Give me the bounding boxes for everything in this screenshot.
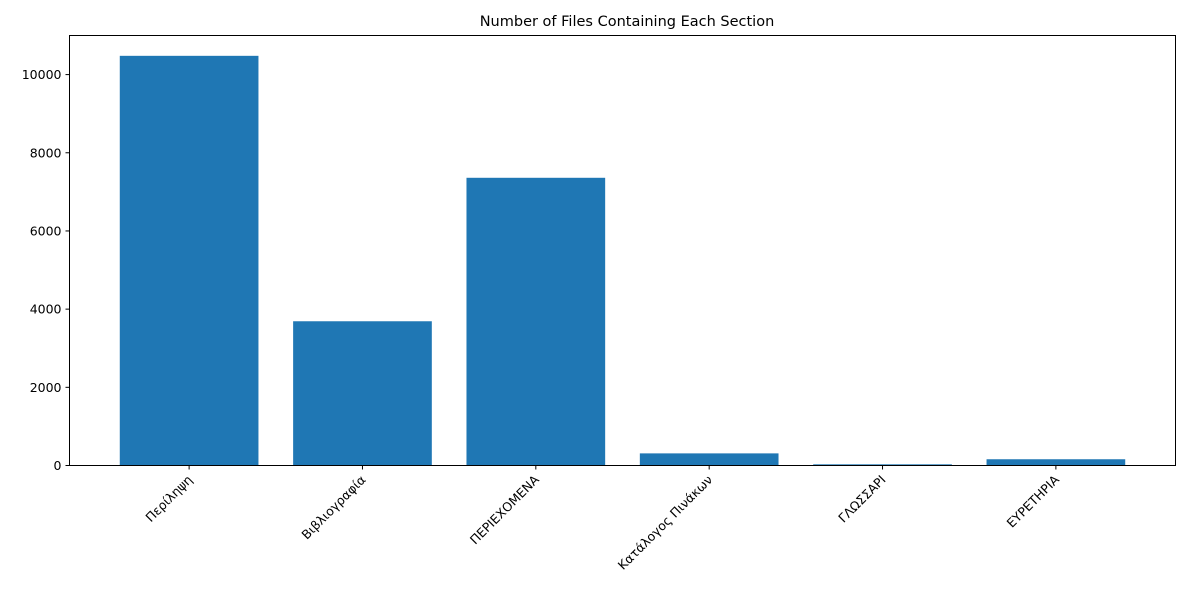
x-tick-label: Περίληψη [142, 472, 195, 525]
bar-4 [639, 453, 779, 466]
x-tick-label: Κατάλογος Πινάκων [615, 472, 716, 573]
y-tick-label: 6000 [30, 223, 62, 238]
bar-6 [986, 459, 1126, 466]
y-tick-label: 4000 [30, 302, 62, 317]
bar-2 [293, 321, 432, 466]
chart-title: Number of Files Containing Each Section [480, 14, 775, 30]
y-tick-label: 10000 [22, 67, 62, 82]
x-axis: Περίληψη Βιβλιογραφία ΠΕΡΙΕΧΟΜΕΝΑ Κατάλογος… [142, 465, 1062, 573]
y-tick-label: 2000 [30, 380, 62, 395]
x-tick-label: ΠΕΡΙΕΧΟΜΕΝΑ [467, 472, 543, 548]
x-tick-label: ΓΛΩΣΣΑΡΙ [835, 472, 888, 525]
bars-group [119, 55, 1126, 466]
bar-5 [813, 464, 952, 466]
plot-frame [69, 35, 1176, 466]
y-tick-label: 8000 [30, 145, 62, 160]
x-tick-label: Βιβλιογραφία [298, 472, 368, 542]
x-tick-label: ΕΥΡΕΤΗΡΙΑ [1003, 472, 1062, 531]
y-tick-label: 0 [54, 458, 62, 473]
y-axis: 0 2000 4000 6000 8000 10000 [22, 67, 70, 473]
bar-3 [466, 177, 606, 466]
bar-1 [119, 55, 259, 466]
